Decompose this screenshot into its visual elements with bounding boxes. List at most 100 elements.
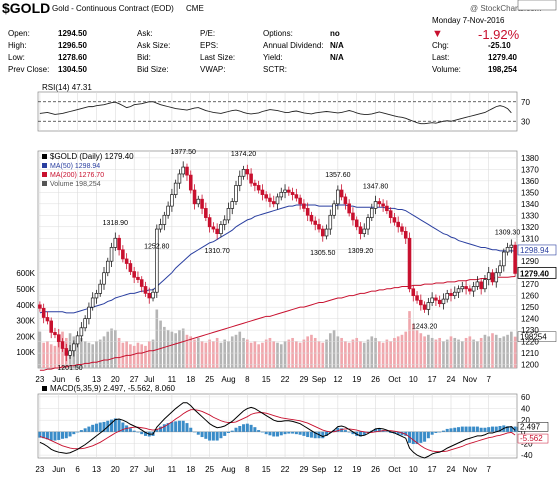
- macd-histogram-bar: [325, 431, 329, 436]
- macd-signal-last-label-box: [517, 433, 549, 444]
- candle-body: [245, 169, 250, 175]
- volume-bar: [219, 342, 223, 368]
- volume-bar: [193, 339, 196, 368]
- candle-body: [256, 185, 261, 191]
- candle-body: [279, 191, 284, 198]
- volume-bar: [87, 342, 91, 368]
- x-tick-label: 7: [486, 465, 491, 474]
- macd-histogram-bar: [358, 431, 362, 437]
- candle-body: [388, 210, 393, 218]
- quote_right-value: -25.10: [488, 41, 511, 50]
- x-tick-label: 8: [245, 375, 250, 384]
- macd-histogram-bar: [219, 431, 223, 439]
- quote_mid1-label: Bid Size:: [137, 65, 169, 74]
- candle-body: [162, 214, 167, 225]
- candle-body: [347, 203, 351, 214]
- volume-bar: [476, 341, 479, 368]
- quote_left-label: Open:: [8, 29, 30, 38]
- volume-bar: [95, 341, 98, 368]
- ma50-last-label-box: [517, 244, 557, 256]
- candle-body: [373, 201, 378, 209]
- volume-bar: [378, 341, 381, 368]
- candle-body: [136, 276, 140, 280]
- price-annotation: 1318.90: [103, 220, 128, 227]
- candle-body: [234, 185, 238, 202]
- x-tick-label: Jul: [144, 375, 154, 384]
- candle-body: [241, 169, 246, 177]
- candle-body: [249, 173, 253, 184]
- candle-body: [151, 291, 155, 299]
- volume-bar: [159, 320, 162, 368]
- candle-body: [479, 281, 483, 290]
- macd-histogram-bar: [185, 423, 189, 432]
- quote_mid1-label: Bid:: [137, 53, 151, 62]
- macd-histogram-bar: [313, 431, 317, 439]
- volume-bar: [494, 334, 498, 368]
- volume-bar: [76, 339, 79, 368]
- candle-body: [298, 197, 302, 205]
- x-tick-label: Oct: [388, 465, 401, 474]
- quote_mid2-label: Last Size:: [200, 53, 236, 62]
- candle-body: [434, 297, 438, 301]
- candle-body: [211, 226, 216, 230]
- volume-bar: [227, 341, 230, 368]
- candle-body: [204, 208, 208, 218]
- macd-histogram-bar: [257, 430, 261, 432]
- volume-bar: [344, 341, 347, 368]
- quote_mid3-label: Annual Dividend:: [263, 41, 324, 50]
- candle-body: [173, 182, 178, 195]
- x-tick-label: Nov: [463, 375, 477, 384]
- candle-body: [449, 293, 453, 297]
- macd-histogram-bar: [385, 431, 389, 432]
- volume-bar: [287, 339, 291, 368]
- quote_left-value: 1296.50: [58, 41, 87, 50]
- price-legend-swatch: [42, 181, 47, 186]
- price-legend-swatch: [42, 163, 47, 168]
- x-tick-label: 25: [205, 465, 214, 474]
- price-annotation: 1310.70: [204, 248, 229, 255]
- macd-histogram-bar: [94, 423, 98, 432]
- candle-body: [377, 201, 382, 205]
- volume-bar: [283, 341, 287, 368]
- macd-histogram-bar: [291, 431, 295, 434]
- macd-histogram-bar: [490, 426, 494, 432]
- volume-bar: [502, 336, 506, 368]
- candle-body: [513, 244, 517, 274]
- quote-date: Monday 7-Nov-2016: [432, 16, 505, 25]
- candle-body: [166, 205, 170, 216]
- candle-body: [49, 320, 53, 333]
- macd-histogram-bar: [294, 431, 298, 435]
- volume-bar: [147, 341, 151, 368]
- macd-histogram-bar: [68, 431, 72, 437]
- candle-body: [64, 348, 69, 356]
- candle-body: [396, 221, 400, 228]
- candle-body: [441, 298, 446, 305]
- candle-body: [336, 189, 340, 205]
- candle-body: [94, 293, 99, 299]
- price-annotation: 1357.60: [325, 172, 350, 179]
- candle-body: [196, 198, 201, 205]
- macd-histogram-bar: [419, 431, 423, 443]
- macd-histogram-bar: [457, 427, 461, 432]
- candle-body: [185, 166, 189, 176]
- x-tick-label: 27: [130, 375, 139, 384]
- volume-bar: [140, 344, 144, 368]
- candle-body: [498, 265, 502, 274]
- candle-body: [139, 279, 144, 287]
- volume-bar: [136, 342, 140, 368]
- macd-histogram-bar: [396, 431, 400, 435]
- price-y-tick-label: 1270: [521, 280, 539, 289]
- x-tick-label: 23: [35, 465, 44, 474]
- candle-body: [332, 203, 336, 216]
- candle-body: [38, 304, 42, 309]
- volume-last-label: 198254: [520, 333, 547, 342]
- volume-bar: [362, 342, 366, 368]
- macd-histogram-bar: [475, 426, 479, 432]
- volume-bar: [442, 341, 445, 368]
- candle-body: [83, 318, 87, 329]
- candle-body: [351, 212, 355, 221]
- macd-histogram-bar: [343, 430, 347, 432]
- x-tick-label: 17: [428, 465, 437, 474]
- volume-bar: [415, 330, 419, 368]
- ma200-line: [39, 275, 516, 371]
